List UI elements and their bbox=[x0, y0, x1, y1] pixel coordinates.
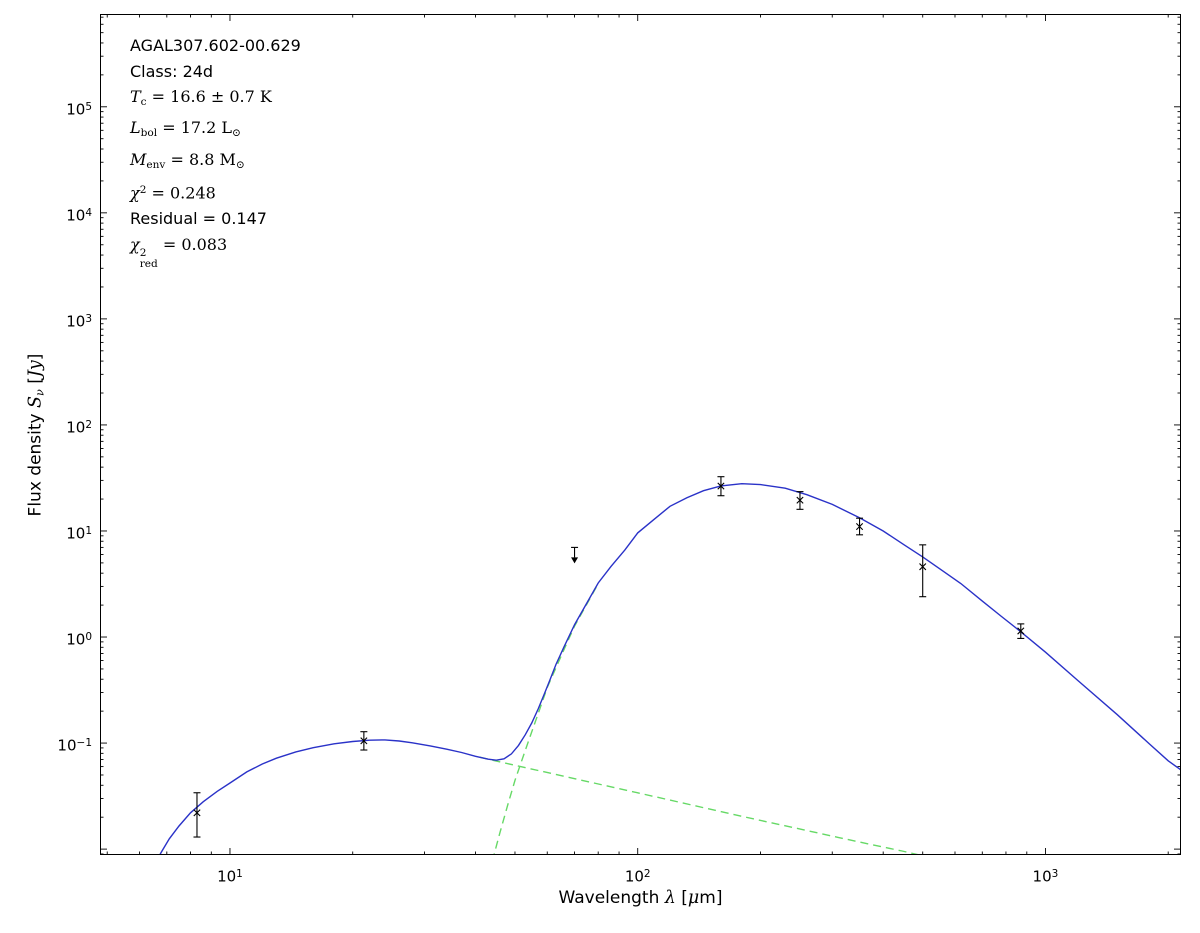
data-point-marker bbox=[855, 517, 864, 536]
data-point-marker bbox=[717, 476, 725, 497]
data-point-marker bbox=[1017, 623, 1025, 639]
data-point-marker bbox=[919, 544, 927, 598]
data-point-marker bbox=[796, 491, 804, 510]
total-model-fit-curve bbox=[158, 482, 1181, 855]
data-points bbox=[193, 476, 1025, 838]
data-point-marker bbox=[360, 731, 368, 751]
data-point-marker bbox=[193, 792, 201, 838]
cold-component-curve bbox=[493, 583, 599, 855]
warm-component-curve bbox=[479, 756, 923, 855]
upper-limit-marker bbox=[571, 546, 579, 564]
axis-ticks bbox=[100, 14, 1181, 855]
model-curves bbox=[158, 482, 1181, 855]
plot-frame bbox=[100, 14, 1181, 855]
